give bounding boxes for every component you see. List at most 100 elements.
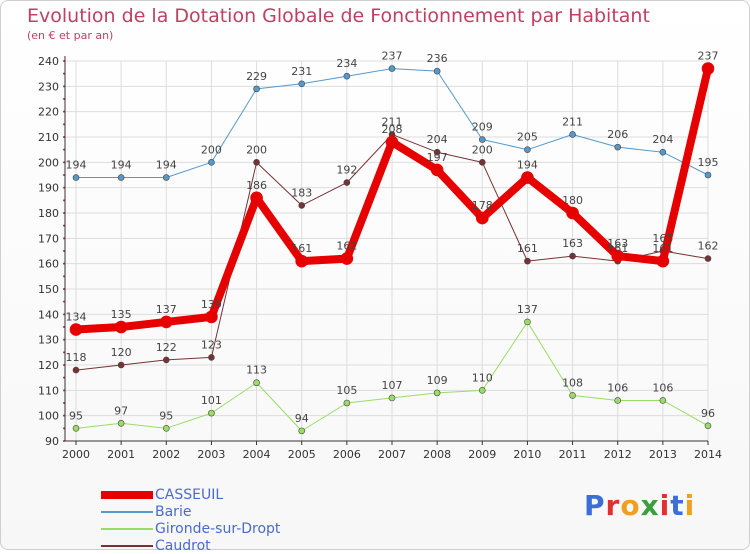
data-point xyxy=(72,366,80,374)
data-label: 200 xyxy=(201,143,222,156)
data-label: 205 xyxy=(517,131,538,144)
x-tick-label: 2001 xyxy=(107,448,135,461)
data-point xyxy=(159,315,173,329)
data-label: 113 xyxy=(246,364,267,377)
data-label: 165 xyxy=(652,232,673,245)
data-label: 211 xyxy=(562,115,583,128)
legend-item: CASSEUIL xyxy=(101,486,280,503)
data-point xyxy=(478,136,486,143)
data-label: 209 xyxy=(472,121,493,134)
data-label: 194 xyxy=(111,159,132,172)
x-tick-label: 2008 xyxy=(423,448,451,461)
data-label: 120 xyxy=(111,346,132,359)
data-point xyxy=(566,206,579,220)
data-point xyxy=(340,252,354,265)
data-label: 204 xyxy=(427,133,448,146)
data-point xyxy=(614,143,622,151)
data-label: 105 xyxy=(336,384,357,397)
data-point xyxy=(569,252,576,260)
data-label: 118 xyxy=(66,351,87,364)
legend-label: Caudrot xyxy=(155,537,211,554)
y-tick-label: 190 xyxy=(38,182,59,195)
x-tick-label: 2009 xyxy=(468,448,496,461)
data-label: 110 xyxy=(472,371,493,384)
data-point xyxy=(524,146,531,153)
data-point xyxy=(72,174,80,181)
data-label: 192 xyxy=(336,164,357,177)
data-label: 123 xyxy=(201,338,222,351)
data-label: 106 xyxy=(652,381,673,394)
data-label: 161 xyxy=(291,242,312,255)
y-tick-label: 200 xyxy=(38,156,59,169)
x-tick-label: 2004 xyxy=(243,448,271,461)
chart-subtitle: (en € et par an) xyxy=(27,29,114,42)
x-tick-label: 2003 xyxy=(197,448,225,461)
data-label: 96 xyxy=(701,407,715,420)
data-point xyxy=(569,392,576,399)
x-tick-label: 2014 xyxy=(694,448,722,461)
data-label: 139 xyxy=(201,298,222,311)
data-label: 180 xyxy=(562,194,583,207)
legend-label: CASSEUIL xyxy=(155,486,224,503)
x-tick-label: 2010 xyxy=(513,448,541,461)
data-label: 194 xyxy=(517,159,538,172)
data-point xyxy=(117,174,125,181)
legend: CASSEUIL Barie Gironde-sur-Dropt Caudrot xyxy=(101,486,280,554)
y-tick-label: 220 xyxy=(38,106,59,119)
x-tick-label: 2005 xyxy=(288,448,316,461)
data-label: 135 xyxy=(111,308,132,321)
data-point xyxy=(433,148,441,156)
data-label: 95 xyxy=(159,409,173,422)
data-point xyxy=(704,255,712,262)
data-label: 137 xyxy=(156,303,177,316)
y-tick-label: 110 xyxy=(38,384,59,397)
data-label: 94 xyxy=(295,412,309,425)
y-tick-label: 150 xyxy=(38,283,59,296)
data-point xyxy=(117,419,125,427)
data-label: 200 xyxy=(472,143,493,156)
legend-item: Caudrot xyxy=(101,537,280,554)
legend-swatch xyxy=(101,490,153,499)
data-point xyxy=(114,320,128,334)
data-point xyxy=(433,389,441,397)
legend-swatch xyxy=(101,527,153,530)
data-point xyxy=(250,191,263,205)
data-label: 229 xyxy=(246,70,267,83)
data-label: 108 xyxy=(562,376,583,389)
data-label: 200 xyxy=(246,143,267,156)
data-label: 95 xyxy=(69,409,83,422)
x-tick-label: 2013 xyxy=(649,448,677,461)
data-point xyxy=(208,409,215,417)
data-label: 137 xyxy=(517,303,538,316)
data-label: 234 xyxy=(336,57,357,70)
y-tick-label: 180 xyxy=(38,207,59,220)
data-point xyxy=(298,427,306,435)
x-tick-label: 2000 xyxy=(62,448,90,461)
data-label: 162 xyxy=(698,240,719,253)
data-point xyxy=(343,399,351,407)
data-label: 237 xyxy=(382,50,403,63)
data-point xyxy=(475,211,489,225)
data-point xyxy=(611,249,625,263)
data-point xyxy=(162,356,170,364)
data-point xyxy=(524,318,531,326)
data-label: 236 xyxy=(427,52,448,65)
x-tick-label: 2007 xyxy=(378,448,406,461)
y-tick-label: 160 xyxy=(38,258,59,271)
data-label: 162 xyxy=(336,240,357,253)
data-point xyxy=(298,80,306,88)
data-label: 183 xyxy=(291,186,312,199)
data-label: 178 xyxy=(472,199,493,212)
data-label: 134 xyxy=(66,311,87,324)
data-label: 109 xyxy=(427,374,448,387)
data-label: 197 xyxy=(427,151,448,164)
y-tick-label: 130 xyxy=(38,334,59,347)
chart-title: Evolution de la Dotation Globale de Fonc… xyxy=(27,5,650,27)
legend-label: Gironde-sur-Dropt xyxy=(155,520,281,537)
data-point xyxy=(253,379,260,387)
data-point xyxy=(524,257,531,265)
data-point xyxy=(478,159,486,166)
data-label: 208 xyxy=(382,123,403,136)
